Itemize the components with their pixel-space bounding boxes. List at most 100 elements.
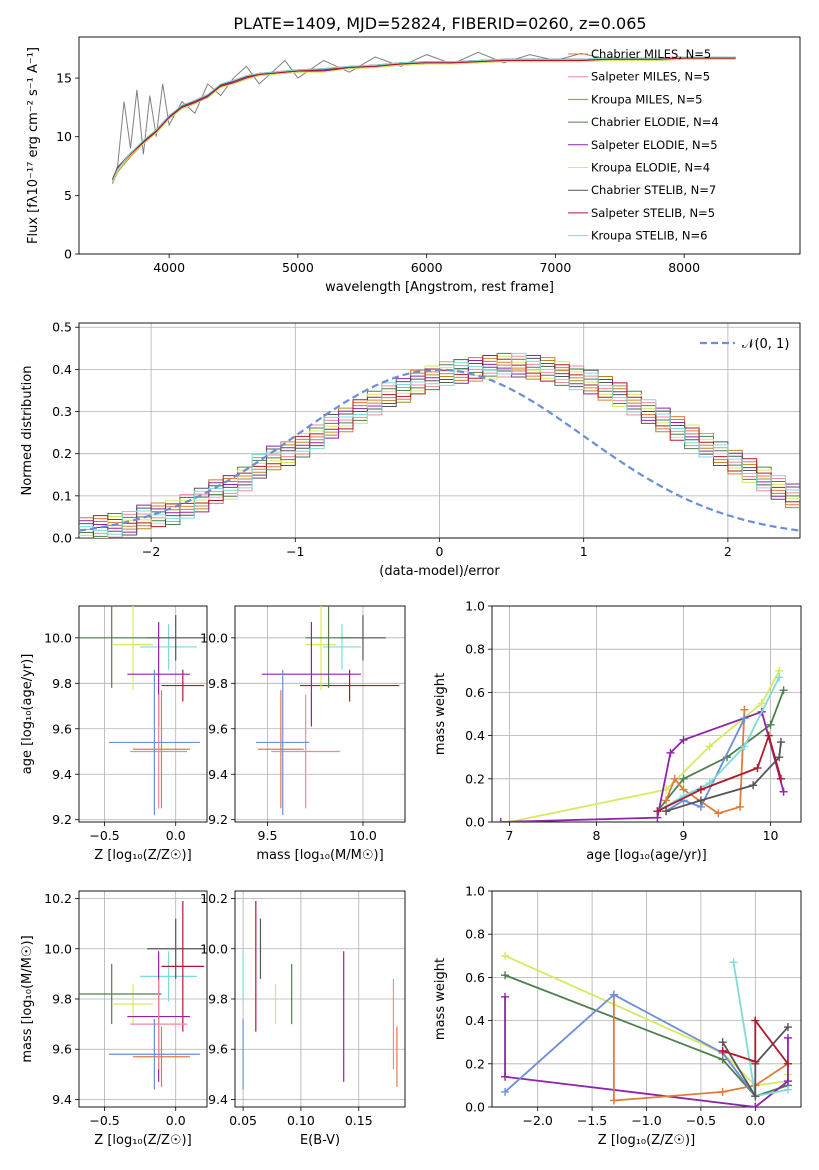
axes-frame <box>78 36 801 255</box>
x-tick-label: −0.5 <box>89 1113 119 1128</box>
y-tick-label: 0.8 <box>465 927 485 942</box>
legend-entry-salpeter_stelib: Salpeter STELIB, N=5 <box>591 206 715 220</box>
errorbar-plot-area <box>256 606 400 816</box>
weight-line-normal <box>504 993 757 1097</box>
y-tick-label: 9.2 <box>52 812 72 827</box>
weight-line-chabrier_elodie <box>656 689 785 812</box>
y-axis-label: mass [log₁₀(M/M☉)] <box>20 935 35 1062</box>
histogram-kroupa_stelib <box>79 352 800 535</box>
y-tick-label: 0.4 <box>465 728 485 743</box>
y-tick-label: 9.6 <box>208 721 228 736</box>
x-tick-label: 8000 <box>668 260 700 275</box>
x-axis-label: E(B-V) <box>300 1133 340 1148</box>
normal-curve <box>79 368 800 532</box>
y-tick-label: 10.0 <box>44 941 72 956</box>
y-tick-label: 0 <box>64 247 72 262</box>
histogram-kroupa_elodie <box>79 355 800 538</box>
x-tick-label: −1.5 <box>577 1113 607 1128</box>
x-tick-label: 7 <box>505 828 513 843</box>
x-tick-label: 10.0 <box>349 828 377 843</box>
legend-entry-salpeter_miles: Salpeter MILES, N=5 <box>591 70 710 84</box>
y-tick-label: 0.6 <box>465 970 485 985</box>
y-tick-label: 9.8 <box>208 676 228 691</box>
y-tick-label: 9.8 <box>52 676 72 691</box>
x-tick-label: 8 <box>592 828 600 843</box>
x-tick-label: −1 <box>286 544 304 559</box>
axes-frame <box>78 890 208 1108</box>
y-tick-label: 0.6 <box>465 685 485 700</box>
y-tick-label: 1.0 <box>465 884 485 899</box>
legend-entry-chabrier_elodie: Chabrier ELODIE, N=4 <box>591 115 719 129</box>
x-axis-label: mass [log₁₀(M/M☉)] <box>256 848 383 863</box>
y-tick-label: 15 <box>56 71 72 86</box>
x-tick-label: 0.0 <box>166 1113 186 1128</box>
x-tick-label: 0.0 <box>745 1113 765 1128</box>
y-tick-label: 0.8 <box>465 642 485 657</box>
x-tick-label: −2.0 <box>523 1113 553 1128</box>
y-tick-label: 0.3 <box>52 404 72 419</box>
y-tick-label: 9.6 <box>208 1042 228 1057</box>
weight-line-kroupa_elodie <box>509 670 781 822</box>
x-tick-label: 0.05 <box>229 1113 257 1128</box>
weight-line-salpeter_elodie <box>500 710 785 822</box>
x-axis-label: wavelength [Angstrom, rest frame] <box>325 280 554 295</box>
weight-line-chabrier_stelib <box>721 1026 789 1100</box>
y-tick-label: 0.0 <box>52 531 72 546</box>
model-spectrum-kroupa_elodie <box>112 58 736 183</box>
y-tick-label: 0.0 <box>465 815 485 830</box>
y-tick-label: 9.8 <box>52 992 72 1007</box>
legend-entry-kroupa_stelib: Kroupa STELIB, N=6 <box>591 229 708 243</box>
y-tick-label: 10.2 <box>200 891 228 906</box>
weight-line-salpeter_stelib <box>722 1017 789 1065</box>
axes-frame <box>234 605 406 823</box>
x-tick-label: −0.5 <box>89 828 119 843</box>
histogram-salpeter_elodie <box>79 354 800 533</box>
residual-histogram-panel: −2 −1 0 1 2 0.0 0.1 0.2 0.3 0.4 0.5 (data-model)/er… <box>20 320 801 579</box>
errorbar-plot-area <box>242 901 398 1090</box>
x-axis-label: age [log₁₀(age/yr)] <box>586 848 707 863</box>
figure-title: PLATE=1409, MJD=52824, FIBERID=0260, z=0… <box>233 14 646 33</box>
axes-frame <box>491 890 802 1108</box>
y-tick-label: 10 <box>56 129 72 144</box>
histogram-chabrier_stelib <box>79 357 800 536</box>
histogram-plot-area <box>79 352 800 538</box>
x-tick-label: 0.0 <box>166 828 186 843</box>
legend-entry-kroupa_elodie: Kroupa ELODIE, N=4 <box>591 161 710 175</box>
y-tick-label: 0.2 <box>52 446 72 461</box>
legend-entry-kroupa_miles: Kroupa MILES, N=5 <box>591 92 703 106</box>
y-tick-label: 5 <box>64 188 72 203</box>
y-tick-label: 0.5 <box>52 320 72 335</box>
y-tick-label: 9.4 <box>208 1092 228 1107</box>
x-tick-label: 7000 <box>539 260 571 275</box>
mass-weight-vs-metallicity-panel: −2.0 −1.5 −1.0 −0.5 0.0 0.0 0.2 0.4 0.6 0.8 1.0 Z [… <box>433 884 802 1148</box>
x-tick-label: −1.0 <box>631 1113 661 1128</box>
x-tick-label: 9 <box>680 828 688 843</box>
y-tick-label: 1.0 <box>465 599 485 614</box>
y-axis-label: Flux [fλ10⁻¹⁷ erg cm⁻² s⁻¹ A⁻¹] <box>26 47 41 244</box>
y-axis-label: age [log₁₀(age/yr)] <box>20 654 35 775</box>
y-tick-label: 0.2 <box>465 1056 485 1071</box>
y-tick-label: 9.6 <box>52 721 72 736</box>
x-tick-label: −2 <box>142 544 160 559</box>
legend-entry-chabrier_miles: Chabrier MILES, N=5 <box>591 47 711 61</box>
y-tick-label: 10.0 <box>44 630 72 645</box>
x-tick-label: 5000 <box>282 260 314 275</box>
y-tick-label: 0.4 <box>465 1013 485 1028</box>
y-tick-label: 0.4 <box>52 362 72 377</box>
y-tick-label: 0.0 <box>465 1100 485 1115</box>
y-tick-label: 10.2 <box>44 891 72 906</box>
x-tick-label: 9.5 <box>258 828 278 843</box>
x-tick-label: 4000 <box>153 260 185 275</box>
y-axis-label: Normed distribution <box>20 366 35 496</box>
y-tick-label: 9.4 <box>52 1092 72 1107</box>
errorbar-plot-area <box>79 606 205 816</box>
weight-plot-area <box>496 666 788 822</box>
y-tick-label: 9.2 <box>208 812 228 827</box>
y-tick-label: 10.0 <box>200 630 228 645</box>
x-tick-label: 0 <box>436 544 444 559</box>
legend-entry-salpeter_elodie: Salpeter ELODIE, N=5 <box>591 138 718 152</box>
x-tick-label: 2 <box>724 544 732 559</box>
age-vs-metallicity-panel: −0.5 0.0 9.2 9.4 9.6 9.8 10.0 Z [log₁₀(Z/Z☉)] ag… <box>20 605 208 863</box>
y-tick-label: 0.2 <box>465 771 485 786</box>
axes-frame <box>491 605 802 823</box>
